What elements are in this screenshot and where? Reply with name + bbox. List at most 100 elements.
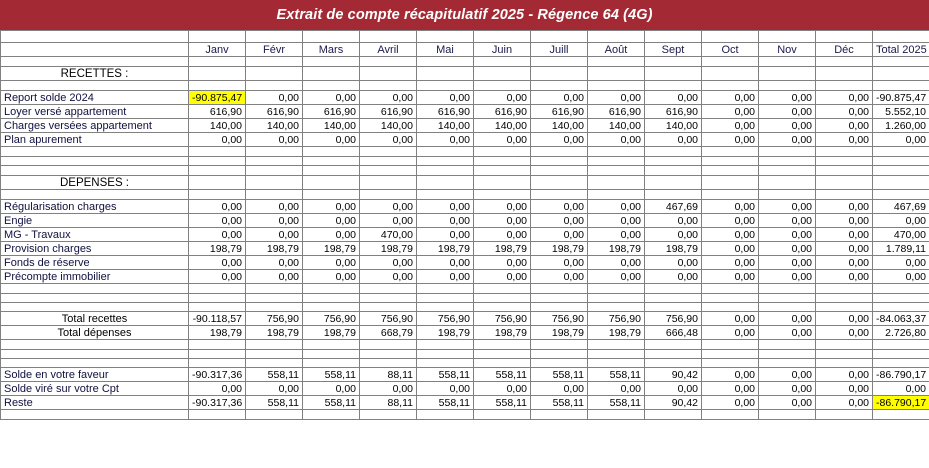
cell-solde-2-août[interactable]: 558,11 <box>587 395 645 410</box>
cell-recettes-1-sept[interactable]: 616,90 <box>644 104 702 119</box>
cell-solde-2-nov[interactable]: 0,00 <box>758 395 816 410</box>
cell-depenses-4-févr[interactable]: 0,00 <box>245 255 303 270</box>
cell-recettes-1-avril[interactable]: 616,90 <box>359 104 417 119</box>
cell-depenses-5-nov[interactable]: 0,00 <box>758 269 816 284</box>
cell-solde-2-mars[interactable]: 558,11 <box>302 395 360 410</box>
cell-depenses-1-mars[interactable]: 0,00 <box>302 213 360 228</box>
cell-depenses-5-oct[interactable]: 0,00 <box>701 269 759 284</box>
cell-recettes-1-mai[interactable]: 616,90 <box>416 104 474 119</box>
cell-solde-2-total[interactable]: -86.790,17 <box>872 395 929 410</box>
cell-depenses-5-mars[interactable]: 0,00 <box>302 269 360 284</box>
cell-depenses-0-mars[interactable]: 0,00 <box>302 199 360 214</box>
row-label-depenses-1[interactable]: Engie <box>0 213 189 228</box>
cell-totals-1-juill[interactable]: 198,79 <box>530 325 588 340</box>
cell-recettes-1-janv[interactable]: 616,90 <box>188 104 246 119</box>
cell-depenses-5-mai[interactable]: 0,00 <box>416 269 474 284</box>
cell-depenses-4-nov[interactable]: 0,00 <box>758 255 816 270</box>
cell-solde-1-déc[interactable]: 0,00 <box>815 381 873 396</box>
cell-recettes-1-févr[interactable]: 616,90 <box>245 104 303 119</box>
cell-depenses-4-janv[interactable]: 0,00 <box>188 255 246 270</box>
row-label-depenses-3[interactable]: Provision charges <box>0 241 189 256</box>
cell-depenses-0-juill[interactable]: 0,00 <box>530 199 588 214</box>
cell-solde-1-sept[interactable]: 0,00 <box>644 381 702 396</box>
cell-recettes-0-oct[interactable]: 0,00 <box>701 90 759 105</box>
cell-depenses-4-mars[interactable]: 0,00 <box>302 255 360 270</box>
cell-recettes-1-juill[interactable]: 616,90 <box>530 104 588 119</box>
cell-totals-0-juill[interactable]: 756,90 <box>530 311 588 326</box>
cell-recettes-3-déc[interactable]: 0,00 <box>815 132 873 147</box>
cell-totals-1-sept[interactable]: 666,48 <box>644 325 702 340</box>
cell-depenses-5-juill[interactable]: 0,00 <box>530 269 588 284</box>
cell-solde-1-févr[interactable]: 0,00 <box>245 381 303 396</box>
cell-depenses-3-mars[interactable]: 198,79 <box>302 241 360 256</box>
cell-recettes-3-sept[interactable]: 0,00 <box>644 132 702 147</box>
cell-depenses-2-févr[interactable]: 0,00 <box>245 227 303 242</box>
cell-depenses-0-déc[interactable]: 0,00 <box>815 199 873 214</box>
cell-solde-1-oct[interactable]: 0,00 <box>701 381 759 396</box>
cell-depenses-2-sept[interactable]: 0,00 <box>644 227 702 242</box>
cell-solde-0-juill[interactable]: 558,11 <box>530 367 588 382</box>
cell-depenses-4-avril[interactable]: 0,00 <box>359 255 417 270</box>
cell-depenses-2-juin[interactable]: 0,00 <box>473 227 531 242</box>
cell-depenses-2-janv[interactable]: 0,00 <box>188 227 246 242</box>
cell-recettes-0-févr[interactable]: 0,00 <box>245 90 303 105</box>
cell-depenses-5-janv[interactable]: 0,00 <box>188 269 246 284</box>
cell-solde-0-mai[interactable]: 558,11 <box>416 367 474 382</box>
cell-recettes-1-mars[interactable]: 616,90 <box>302 104 360 119</box>
cell-depenses-2-nov[interactable]: 0,00 <box>758 227 816 242</box>
cell-depenses-5-avril[interactable]: 0,00 <box>359 269 417 284</box>
cell-depenses-0-févr[interactable]: 0,00 <box>245 199 303 214</box>
cell-recettes-3-janv[interactable]: 0,00 <box>188 132 246 147</box>
cell-solde-2-juill[interactable]: 558,11 <box>530 395 588 410</box>
cell-recettes-0-janv[interactable]: -90.875,47 <box>188 90 246 105</box>
cell-recettes-0-juill[interactable]: 0,00 <box>530 90 588 105</box>
cell-depenses-2-mai[interactable]: 0,00 <box>416 227 474 242</box>
cell-solde-0-janv[interactable]: -90.317,36 <box>188 367 246 382</box>
column-header-total[interactable]: Total 2025 <box>872 42 929 57</box>
cell-recettes-2-juill[interactable]: 140,00 <box>530 118 588 133</box>
cell-depenses-1-total[interactable]: 0,00 <box>872 213 929 228</box>
cell-recettes-3-mars[interactable]: 0,00 <box>302 132 360 147</box>
cell-recettes-3-oct[interactable]: 0,00 <box>701 132 759 147</box>
cell-solde-0-avril[interactable]: 88,11 <box>359 367 417 382</box>
cell-depenses-1-sept[interactable]: 0,00 <box>644 213 702 228</box>
cell-depenses-0-janv[interactable]: 0,00 <box>188 199 246 214</box>
cell-depenses-4-juill[interactable]: 0,00 <box>530 255 588 270</box>
cell-depenses-2-total[interactable]: 470,00 <box>872 227 929 242</box>
cell-solde-1-juin[interactable]: 0,00 <box>473 381 531 396</box>
row-label-depenses-5[interactable]: Précompte immobilier <box>0 269 189 284</box>
cell-depenses-1-oct[interactable]: 0,00 <box>701 213 759 228</box>
cell-depenses-3-avril[interactable]: 198,79 <box>359 241 417 256</box>
cell-totals-1-mars[interactable]: 198,79 <box>302 325 360 340</box>
cell-recettes-1-total[interactable]: 5.552,10 <box>872 104 929 119</box>
cell-totals-0-janv[interactable]: -90.118,57 <box>188 311 246 326</box>
cell-depenses-4-août[interactable]: 0,00 <box>587 255 645 270</box>
cell-depenses-5-févr[interactable]: 0,00 <box>245 269 303 284</box>
cell-totals-0-nov[interactable]: 0,00 <box>758 311 816 326</box>
cell-recettes-2-total[interactable]: 1.260,00 <box>872 118 929 133</box>
column-header-janv[interactable]: Janv <box>188 42 246 57</box>
cell-depenses-2-oct[interactable]: 0,00 <box>701 227 759 242</box>
cell-depenses-4-sept[interactable]: 0,00 <box>644 255 702 270</box>
row-label-solde-2[interactable]: Reste <box>0 395 189 410</box>
cell-recettes-3-août[interactable]: 0,00 <box>587 132 645 147</box>
cell-depenses-1-août[interactable]: 0,00 <box>587 213 645 228</box>
cell-solde-2-sept[interactable]: 90,42 <box>644 395 702 410</box>
cell-totals-1-juin[interactable]: 198,79 <box>473 325 531 340</box>
cell-recettes-0-déc[interactable]: 0,00 <box>815 90 873 105</box>
cell-depenses-0-avril[interactable]: 0,00 <box>359 199 417 214</box>
cell-depenses-0-juin[interactable]: 0,00 <box>473 199 531 214</box>
cell-solde-0-juin[interactable]: 558,11 <box>473 367 531 382</box>
cell-totals-1-janv[interactable]: 198,79 <box>188 325 246 340</box>
cell-depenses-5-juin[interactable]: 0,00 <box>473 269 531 284</box>
cell-recettes-1-oct[interactable]: 0,00 <box>701 104 759 119</box>
cell-totals-0-août[interactable]: 756,90 <box>587 311 645 326</box>
cell-totals-0-févr[interactable]: 756,90 <box>245 311 303 326</box>
cell-solde-2-juin[interactable]: 558,11 <box>473 395 531 410</box>
cell-solde-0-mars[interactable]: 558,11 <box>302 367 360 382</box>
cell-solde-1-mai[interactable]: 0,00 <box>416 381 474 396</box>
cell-recettes-2-mai[interactable]: 140,00 <box>416 118 474 133</box>
cell-recettes-0-mars[interactable]: 0,00 <box>302 90 360 105</box>
cell-totals-1-oct[interactable]: 0,00 <box>701 325 759 340</box>
cell-solde-1-juill[interactable]: 0,00 <box>530 381 588 396</box>
